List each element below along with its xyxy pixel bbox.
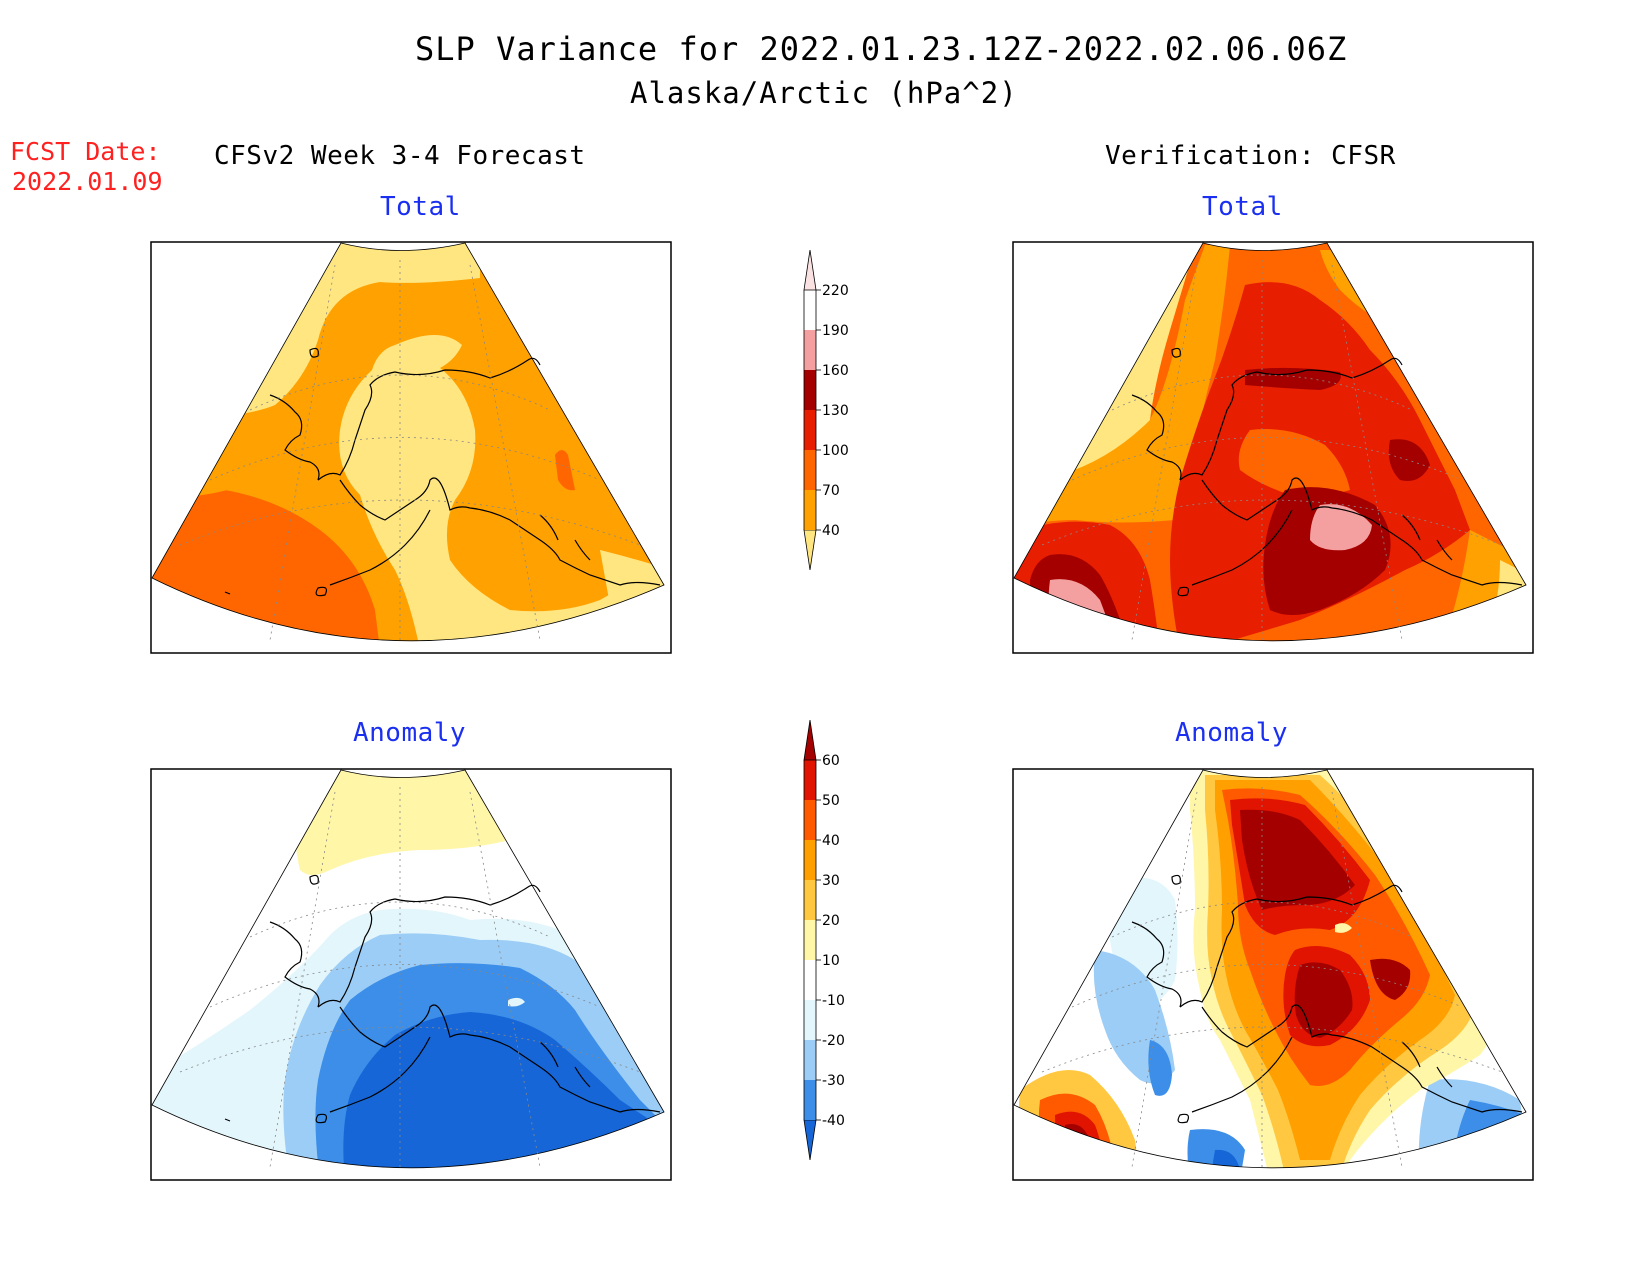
map-subtitle: Alaska/Arctic (hPa^2)	[630, 76, 1018, 110]
verification-total-map	[1013, 242, 1527, 642]
colorbar-anomaly-label-9: 60	[822, 753, 840, 769]
fcst-date-value: 2022.01.09	[12, 167, 163, 196]
verification-anomaly-map	[1013, 769, 1527, 1169]
colorbar-anomaly-color-1	[804, 1080, 816, 1120]
forecast-anomaly-map	[151, 769, 665, 1169]
verification-anomaly-title: Anomaly	[1175, 718, 1289, 748]
colorbar-total-label-6: 220	[822, 283, 849, 299]
verification-total-frame	[1012, 241, 1534, 654]
colorbar-anomaly-label-7: 40	[822, 833, 840, 849]
forecast-total-shading	[152, 243, 664, 641]
colorbar-anomaly-color-6	[804, 880, 816, 920]
fcst-date-label: FCST Date:	[10, 137, 161, 166]
verification-total-title: Total	[1202, 192, 1283, 222]
forecast-total-frame	[150, 241, 672, 654]
colorbar-anomaly-color-4	[804, 960, 816, 1000]
colorbar-total-label-2: 100	[822, 443, 849, 459]
forecast-total-coastline	[224, 347, 661, 597]
colorbar-total-color-5	[804, 330, 816, 370]
map-title: SLP Variance for 2022.01.23.12Z-2022.02.…	[415, 30, 1348, 68]
colorbar-anomaly-color-8	[804, 800, 816, 840]
colorbar-anomaly-label-0: -40	[822, 1113, 845, 1129]
colorbar-anomaly-label-3: -10	[822, 993, 845, 1009]
verification-anomaly-coastline	[1131, 874, 1523, 1124]
colorbar-anomaly-color-2	[804, 1040, 816, 1080]
colorbar-anomaly-label-6: 30	[822, 873, 840, 889]
colorbar-total-color-2	[804, 450, 816, 490]
verification-column-title: Verification: CFSR	[1105, 141, 1396, 171]
colorbar-anomaly-color-5	[804, 920, 816, 960]
forecast-anomaly-graticule	[179, 787, 641, 1168]
colorbar-total-label-5: 190	[822, 323, 849, 339]
colorbar-total: 40 70 100 130 160 190 220	[803, 249, 849, 571]
colorbar-total-label-3: 130	[822, 403, 849, 419]
colorbar-anomaly-label-5: 20	[822, 913, 840, 929]
colorbar-anomaly-label-1: -30	[822, 1073, 845, 1089]
forecast-anomaly-shading	[152, 770, 664, 1168]
forecast-anomaly-coastline	[224, 874, 661, 1124]
forecast-total-title: Total	[380, 192, 461, 222]
verification-anomaly-graticule	[1041, 787, 1503, 1168]
colorbar-total-color-1	[804, 490, 816, 530]
verification-total-graticule	[1041, 260, 1503, 641]
colorbar-total-label-4: 160	[822, 363, 849, 379]
colorbar-anomaly: -40 -30 -20 -10 10 20 30 40 50 60	[803, 719, 845, 1161]
colorbar-total-color-6	[803, 249, 817, 291]
colorbar-total-color-3	[804, 410, 816, 450]
forecast-column-title: CFSv2 Week 3-4 Forecast	[214, 141, 586, 171]
forecast-anomaly-frame	[150, 768, 672, 1181]
colorbar-anomaly-color-0	[803, 1119, 817, 1161]
verification-anomaly-frame	[1012, 768, 1534, 1181]
colorbar-total-label-1: 70	[822, 483, 840, 499]
forecast-total-graticule	[179, 260, 641, 641]
colorbar-anomaly-label-4: 10	[822, 953, 840, 969]
forecast-total-map	[151, 242, 665, 642]
colorbar-total-label-0: 40	[822, 523, 840, 539]
colorbar-anomaly-label-2: -20	[822, 1033, 845, 1049]
colorbar-anomaly-color-7	[804, 840, 816, 880]
colorbar-anomaly-color-9	[804, 760, 816, 800]
colorbar-total-color-4	[804, 370, 816, 410]
colorbar-total-color-0	[803, 529, 817, 571]
colorbar-anomaly-color-3	[804, 1000, 816, 1040]
colorbar-anomaly-label-8: 50	[822, 793, 840, 809]
verification-total-coastline	[1131, 347, 1523, 597]
forecast-anomaly-title: Anomaly	[353, 718, 467, 748]
colorbar-anomaly-color-10	[803, 719, 817, 761]
verification-total-shading	[1014, 243, 1526, 641]
verification-anomaly-shading	[1014, 770, 1526, 1168]
